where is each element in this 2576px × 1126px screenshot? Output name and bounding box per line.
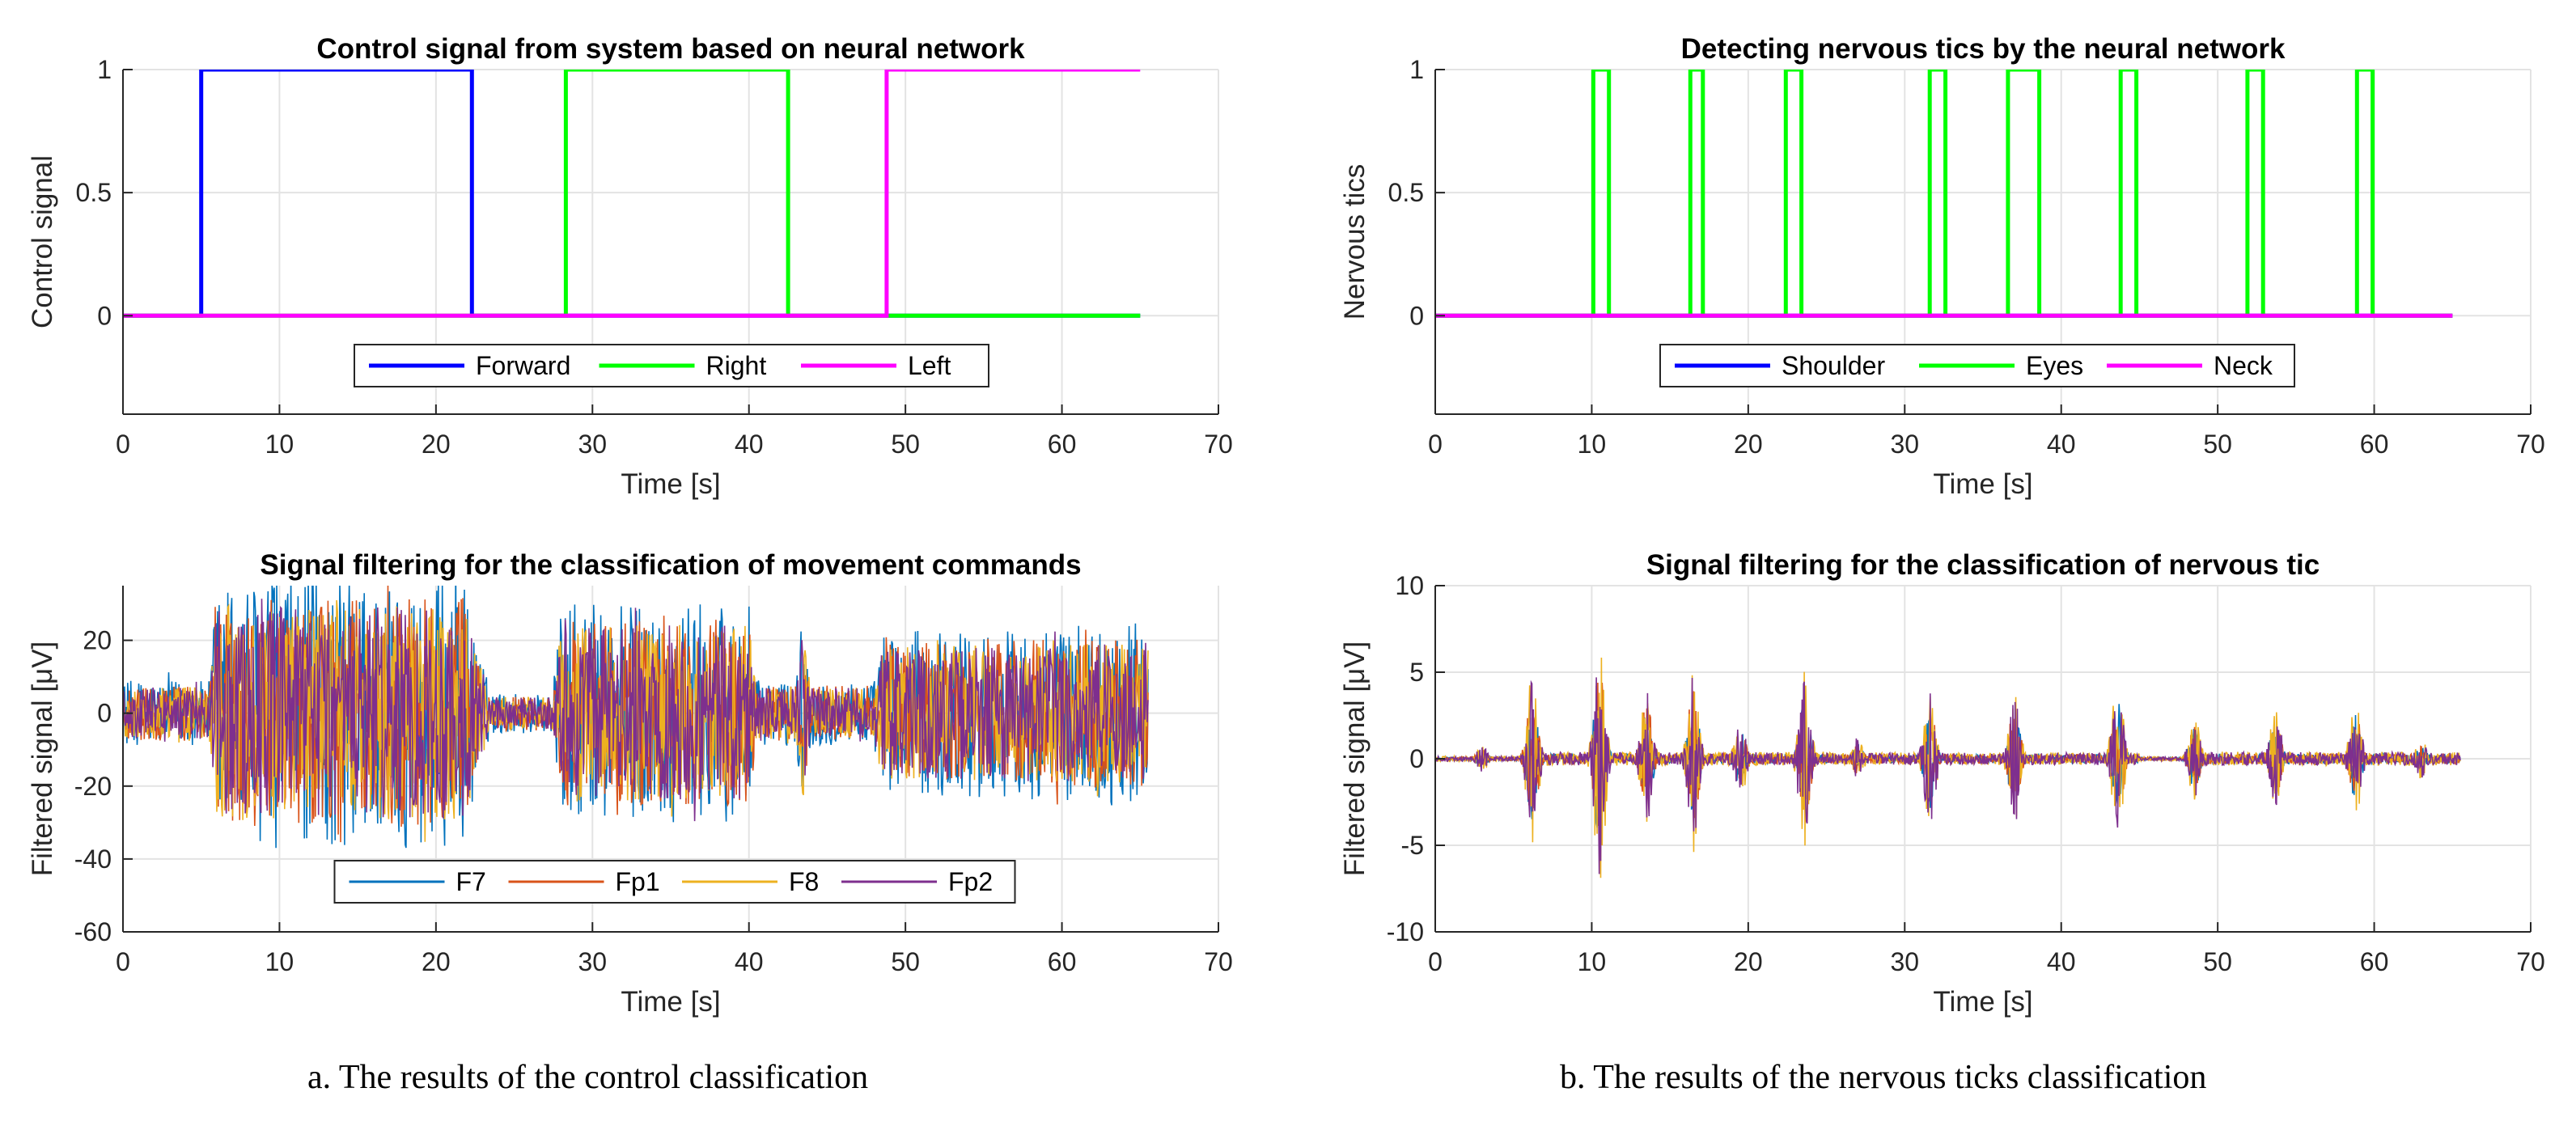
y-tick-label: 0.5 xyxy=(76,178,112,207)
series-line-left xyxy=(123,70,1141,318)
data-layer xyxy=(1435,657,2461,878)
x-tick-label: 50 xyxy=(2203,947,2232,976)
x-tick-label: 0 xyxy=(1428,947,1443,976)
x-tick-label: 10 xyxy=(1578,947,1607,976)
x-tick-label: 60 xyxy=(1048,947,1077,976)
x-tick-label: 30 xyxy=(578,947,607,976)
legend: Forward Right Left xyxy=(354,344,989,387)
legend-label: Shoulder xyxy=(1782,351,1885,380)
x-tick-label: 50 xyxy=(2203,430,2232,459)
x-tick-label: 40 xyxy=(2047,947,2076,976)
y-tick-label: 0 xyxy=(1409,301,1424,330)
x-tick-label: 30 xyxy=(1890,430,1919,459)
chart-3: 0 10 20 30 40 50 60 70 -60 -40 -20 0 20 Signal filter… xyxy=(27,549,1233,1018)
y-tick-label: 20 xyxy=(83,626,112,655)
y-tick-label: -40 xyxy=(74,844,112,874)
chart-2: 0 10 20 30 40 50 60 70 0 0.5 1 Detecting nervous ti… xyxy=(1339,33,2545,500)
x-tick-label: 10 xyxy=(265,947,294,976)
x-axis-label: Time [s] xyxy=(621,468,720,500)
legend-box xyxy=(333,860,1016,904)
series-trace-fp2 xyxy=(123,599,1149,822)
chart-title: Detecting nervous tics by the neural net… xyxy=(1681,33,2286,65)
data-layer xyxy=(123,70,1141,318)
legend: Shoulder Eyes Neck xyxy=(1659,344,2295,387)
y-axis-label: Control signal xyxy=(27,155,58,328)
data-layer xyxy=(123,586,1149,849)
chart-title: Signal filtering for the classification … xyxy=(1646,549,2320,581)
x-tick-label: 20 xyxy=(1734,430,1763,459)
caption-a: a. The results of the control classifica… xyxy=(307,1059,869,1096)
legend-label: Eyes xyxy=(2026,351,2083,380)
legend-label: Fp1 xyxy=(616,867,660,896)
y-tick-label: 1 xyxy=(97,55,112,84)
chart-1: 0 10 20 30 40 50 60 70 0 0.5 1 Control signal from … xyxy=(27,33,1233,500)
x-tick-label: 10 xyxy=(265,430,294,459)
y-tick-label: 0.5 xyxy=(1388,178,1424,207)
x-tick-label: 0 xyxy=(1428,430,1443,459)
x-tick-label: 40 xyxy=(735,947,764,976)
y-tick-label: -10 xyxy=(1387,917,1424,946)
y-tick-label: 0 xyxy=(1409,744,1424,773)
legend-label: Neck xyxy=(2214,351,2273,380)
y-axis-label: Filtered signal [μV] xyxy=(1339,641,1371,877)
series-trace-f8 xyxy=(123,599,1149,842)
chart-title: Control signal from system based on neur… xyxy=(316,33,1025,65)
legend: F7 Fp1 F8 Fp2 xyxy=(333,860,1016,904)
y-tick-label: -20 xyxy=(74,772,112,801)
x-tick-label: 30 xyxy=(578,430,607,459)
legend-label: Right xyxy=(706,351,767,380)
x-tick-label: 70 xyxy=(2516,430,2545,459)
y-tick-label: 10 xyxy=(1395,571,1424,600)
x-axis-label: Time [s] xyxy=(1933,468,2032,500)
x-tick-label: 50 xyxy=(891,947,920,976)
chart-title: Signal filtering for the classification … xyxy=(260,549,1081,581)
y-axis-label: Nervous tics xyxy=(1339,164,1371,320)
x-tick-label: 60 xyxy=(2360,947,2389,976)
x-tick-label: 0 xyxy=(116,430,130,459)
x-tick-label: 20 xyxy=(1734,947,1763,976)
x-tick-label: 20 xyxy=(422,430,451,459)
y-tick-label: 1 xyxy=(1409,55,1424,84)
y-tick-label: 0 xyxy=(97,301,112,330)
x-tick-label: 60 xyxy=(2360,430,2389,459)
x-tick-label: 70 xyxy=(1204,430,1233,459)
legend-label: Forward xyxy=(476,351,570,380)
series-trace-fp2 xyxy=(1435,677,2461,874)
x-tick-label: 50 xyxy=(891,430,920,459)
x-tick-label: 0 xyxy=(116,947,130,976)
x-tick-label: 70 xyxy=(1204,947,1233,976)
y-axis-label: Filtered signal [μV] xyxy=(27,641,58,877)
legend-label: Fp2 xyxy=(948,867,993,896)
legend-label: F7 xyxy=(456,867,486,896)
x-axis-label: Time [s] xyxy=(621,986,720,1018)
data-layer xyxy=(1435,70,2453,318)
caption-b: b. The results of the nervous ticks clas… xyxy=(1560,1059,2207,1096)
legend-label: Left xyxy=(908,351,951,380)
y-tick-label: 5 xyxy=(1409,658,1424,687)
x-tick-label: 60 xyxy=(1048,430,1077,459)
x-tick-label: 40 xyxy=(735,430,764,459)
x-tick-label: 40 xyxy=(2047,430,2076,459)
x-tick-label: 70 xyxy=(2516,947,2545,976)
legend-label: F8 xyxy=(789,867,819,896)
y-tick-label: 0 xyxy=(97,699,112,728)
y-tick-label: -5 xyxy=(1401,831,1424,860)
y-tick-label: -60 xyxy=(74,917,112,946)
x-tick-label: 30 xyxy=(1890,947,1919,976)
x-axis-label: Time [s] xyxy=(1933,986,2032,1018)
chart-4: 0 10 20 30 40 50 60 70 -10 -5 0 5 10 Signal filtering… xyxy=(1339,549,2545,1018)
x-tick-label: 10 xyxy=(1578,430,1607,459)
x-tick-label: 20 xyxy=(422,947,451,976)
